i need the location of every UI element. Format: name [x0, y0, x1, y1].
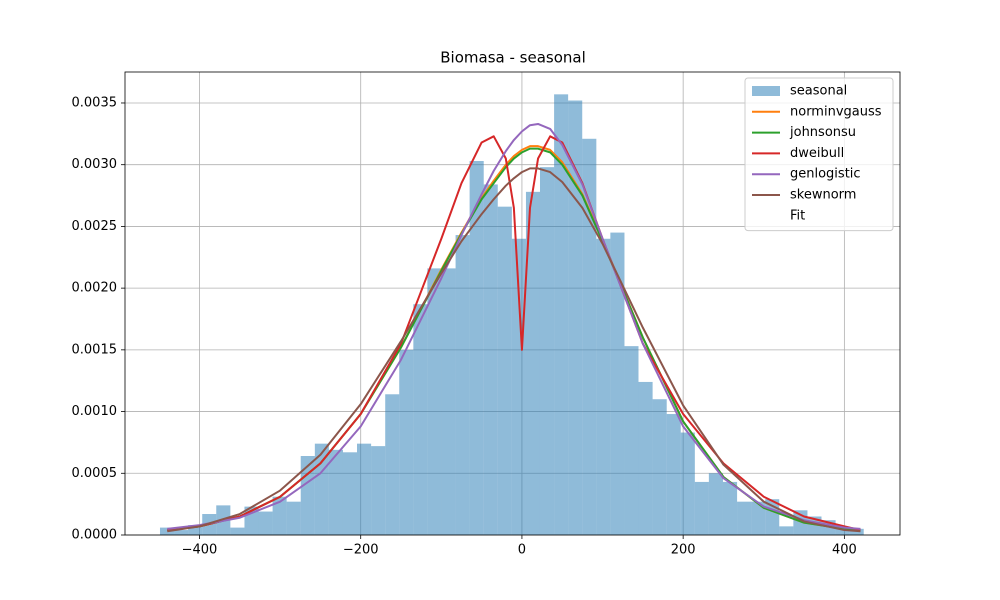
fit-line	[167, 122, 861, 530]
histogram-bar	[328, 449, 343, 535]
histogram-bar	[286, 501, 301, 535]
histogram-bar	[722, 481, 738, 535]
legend-label: dweibull	[790, 146, 844, 161]
histogram-bar	[666, 414, 681, 535]
y-tick-label: 0.0030	[72, 157, 118, 172]
histogram-bar	[554, 94, 569, 536]
fit-line	[167, 167, 861, 533]
legend-label: norminvgauss	[790, 104, 882, 119]
legend-box	[744, 77, 894, 232]
histogram-bar	[385, 394, 400, 535]
histogram-bar	[610, 232, 625, 535]
y-tick-label: 0.0015	[72, 342, 118, 357]
histogram-bar	[596, 238, 611, 535]
histogram-bar	[441, 268, 456, 535]
histogram-bar	[694, 481, 709, 535]
histogram-bar	[399, 349, 414, 535]
histogram-bar	[159, 527, 175, 535]
histogram-bar	[751, 501, 766, 535]
histogram-bar	[737, 501, 752, 535]
legend-label: Fit	[790, 208, 805, 223]
histogram-bar	[708, 473, 723, 535]
fit-line	[167, 135, 861, 532]
histogram-bar	[568, 100, 583, 536]
x-tick-label: 0	[518, 543, 526, 558]
legend: seasonal norminvgauss johnsonsu dweibull gen…	[744, 77, 894, 232]
x-tick-label: 200	[671, 543, 696, 558]
histogram-bar	[582, 138, 597, 536]
histogram-bar	[455, 235, 470, 536]
histogram-bar	[652, 399, 667, 535]
legend-label: skewnorm	[790, 188, 856, 203]
y-tick-label: 0.0005	[72, 466, 118, 481]
legend-label: genlogistic	[790, 167, 861, 182]
legend-label: seasonal	[790, 84, 847, 99]
histogram-bar	[765, 499, 780, 535]
histogram-bar	[357, 443, 372, 535]
histogram-bar	[427, 268, 442, 535]
histogram-bar	[174, 530, 189, 535]
histogram-bar	[371, 446, 386, 535]
histogram-bar	[638, 381, 653, 535]
histogram-bar	[525, 191, 540, 535]
histogram-bar	[230, 527, 245, 535]
x-tick-label: −400	[182, 543, 218, 558]
y-tick-label: 0.0020	[72, 281, 118, 296]
histogram-bar	[835, 528, 850, 535]
chart-title: Biomasa - seasonal	[440, 49, 586, 67]
histogram-bar	[511, 238, 526, 535]
y-tick-label: 0.0035	[72, 95, 118, 110]
histogram-bar	[483, 184, 498, 535]
legend-patch	[752, 86, 780, 96]
histogram-bar	[272, 496, 287, 535]
y-tick-label: 0.0010	[72, 404, 118, 419]
histogram-bar	[300, 456, 315, 535]
histogram-bar	[539, 167, 555, 535]
histogram-bar	[469, 160, 484, 535]
legend-label: johnsonsu	[789, 125, 856, 140]
histogram-bar	[188, 525, 203, 535]
histogram-bar	[258, 511, 273, 535]
x-tick-label: 400	[832, 543, 857, 558]
histogram-bar	[680, 432, 695, 535]
histogram-bar	[497, 206, 512, 535]
histogram-bar	[624, 346, 639, 535]
axes-frame	[124, 71, 901, 536]
x-tick-label: −200	[343, 543, 379, 558]
histogram-bar	[413, 304, 428, 535]
histogram-bar	[779, 526, 794, 535]
y-tick-label: 0.0000	[72, 528, 118, 543]
y-tick-label: 0.0025	[72, 219, 118, 234]
histogram-bar	[342, 452, 358, 535]
